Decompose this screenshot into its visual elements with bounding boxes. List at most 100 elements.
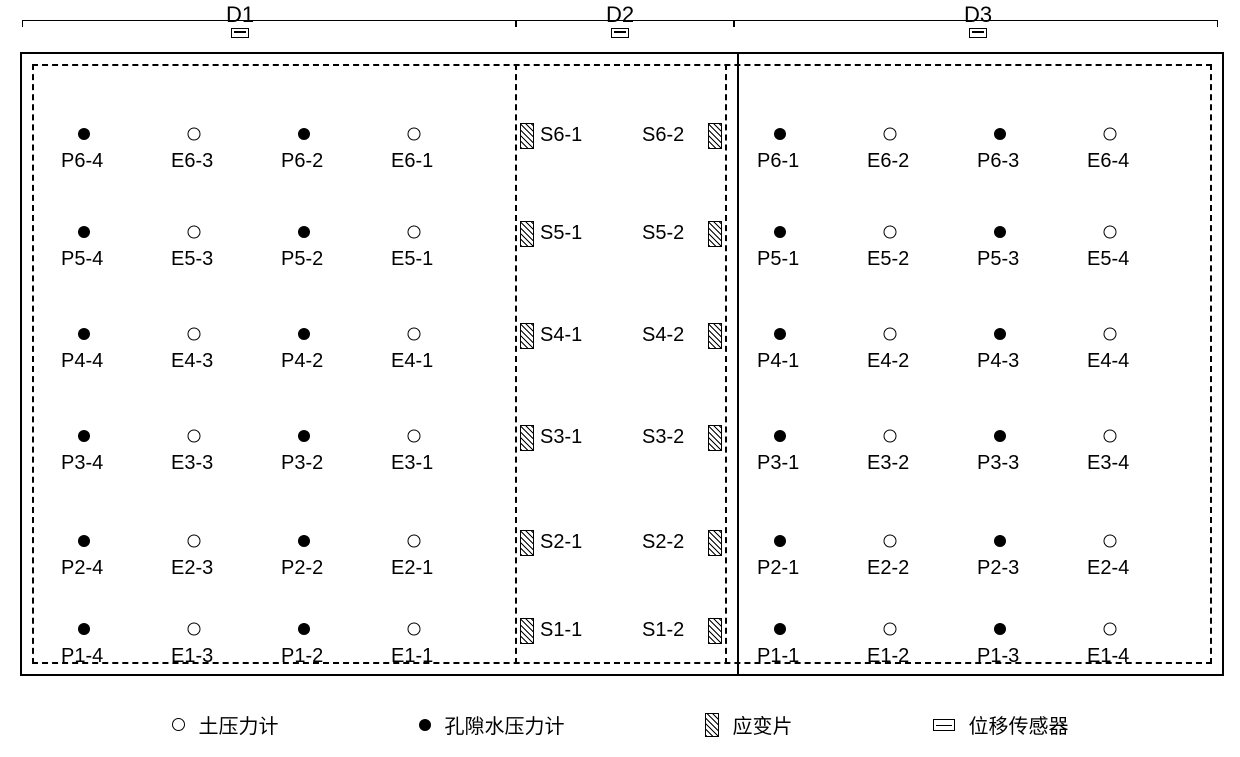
earth-pressure-icon — [188, 430, 201, 443]
earth-pressure-icon — [884, 430, 897, 443]
legend-label: 位移传感器 — [969, 710, 1069, 739]
strain-label: S6-1 — [540, 124, 582, 147]
earth-pressure-icon — [408, 128, 421, 141]
pore-pressure-icon — [994, 226, 1006, 238]
sensor-label: P2-1 — [757, 557, 799, 580]
sensor-label: P6-4 — [61, 150, 103, 173]
strain-gauge-icon — [520, 425, 534, 451]
diagram-root: D1D2D3 P1-4E1-3P1-2E1-1P1-1E1-2P1-3E1-4S… — [0, 0, 1240, 757]
sensor-label: E2-3 — [171, 557, 213, 580]
sensor-label: E6-1 — [391, 150, 433, 173]
earth-pressure-icon — [1104, 535, 1117, 548]
sensor-label: P5-3 — [977, 248, 1019, 271]
sensor-label: E5-3 — [171, 248, 213, 271]
sensor-label: P6-1 — [757, 150, 799, 173]
legend: 土压力计 孔隙水压力计 应变片 位移传感器 — [0, 710, 1240, 739]
earth-pressure-icon — [884, 535, 897, 548]
strain-gauge-icon — [708, 123, 722, 149]
legend-item: 应变片 — [705, 710, 793, 739]
sensor-label: P6-3 — [977, 150, 1019, 173]
legend-label: 土压力计 — [199, 710, 279, 739]
earth-pressure-icon — [884, 128, 897, 141]
pore-pressure-icon — [994, 328, 1006, 340]
strain-label: S3-1 — [540, 426, 582, 449]
sensor-label: P1-3 — [977, 645, 1019, 668]
pore-pressure-icon — [774, 226, 786, 238]
pore-pressure-icon — [994, 535, 1006, 547]
sensor-label: E6-4 — [1087, 150, 1129, 173]
strain-label: S6-2 — [642, 124, 684, 147]
pore-pressure-icon — [298, 430, 310, 442]
strain-label: S4-2 — [642, 324, 684, 347]
top-bracket — [22, 20, 517, 27]
displacement-label: D3 — [964, 2, 992, 28]
sensor-label: P3-4 — [61, 452, 103, 475]
earth-pressure-icon — [408, 226, 421, 239]
sensor-label: P4-4 — [61, 350, 103, 373]
legend-icon — [172, 718, 185, 731]
displacement-label: D2 — [606, 2, 634, 28]
sensor-label: E2-2 — [867, 557, 909, 580]
earth-pressure-icon — [1104, 226, 1117, 239]
sensor-label: P4-1 — [757, 350, 799, 373]
strain-gauge-icon — [708, 425, 722, 451]
strain-gauge-icon — [520, 123, 534, 149]
sensor-label: E1-2 — [867, 645, 909, 668]
pore-pressure-icon — [78, 328, 90, 340]
pore-pressure-icon — [298, 623, 310, 635]
sensor-label: E3-1 — [391, 452, 433, 475]
strain-gauge-icon — [708, 221, 722, 247]
pore-pressure-icon — [78, 226, 90, 238]
displacement-sensor-icon — [611, 28, 629, 38]
pore-pressure-icon — [774, 430, 786, 442]
strain-label: S5-1 — [540, 222, 582, 245]
main-box: P1-4E1-3P1-2E1-1P1-1E1-2P1-3E1-4S1-1S1-2… — [20, 52, 1224, 676]
sensor-label: E5-2 — [867, 248, 909, 271]
sensor-label: P1-2 — [281, 645, 323, 668]
earth-pressure-icon — [408, 430, 421, 443]
legend-label: 孔隙水压力计 — [445, 710, 565, 739]
pore-pressure-icon — [774, 535, 786, 547]
displacement-sensor-icon — [231, 28, 249, 38]
sensor-label: E1-1 — [391, 645, 433, 668]
sensor-label: E2-1 — [391, 557, 433, 580]
legend-label: 应变片 — [733, 710, 793, 739]
pore-pressure-icon — [298, 226, 310, 238]
strain-label: S3-2 — [642, 426, 684, 449]
pore-pressure-icon — [994, 623, 1006, 635]
sensor-label: E1-3 — [171, 645, 213, 668]
pore-pressure-icon — [298, 535, 310, 547]
sensor-label: P3-1 — [757, 452, 799, 475]
strain-gauge-icon — [520, 323, 534, 349]
strain-label: S4-1 — [540, 324, 582, 347]
sensor-label: E4-3 — [171, 350, 213, 373]
strain-label: S2-2 — [642, 531, 684, 554]
strain-gauge-icon — [708, 323, 722, 349]
earth-pressure-icon — [188, 328, 201, 341]
sensor-label: P4-2 — [281, 350, 323, 373]
sensor-label: P2-3 — [977, 557, 1019, 580]
earth-pressure-icon — [188, 535, 201, 548]
mid-strip — [515, 64, 727, 664]
pore-pressure-icon — [994, 430, 1006, 442]
pore-pressure-icon — [774, 128, 786, 140]
strain-gauge-icon — [520, 221, 534, 247]
pore-pressure-icon — [774, 328, 786, 340]
top-labels-area: D1D2D3 — [0, 12, 1240, 47]
sensor-label: P1-1 — [757, 645, 799, 668]
earth-pressure-icon — [1104, 623, 1117, 636]
sensor-label: E3-2 — [867, 452, 909, 475]
sensor-label: E4-2 — [867, 350, 909, 373]
strain-gauge-icon — [520, 618, 534, 644]
sensor-label: P3-2 — [281, 452, 323, 475]
displacement-label: D1 — [226, 2, 254, 28]
sensor-label: E4-1 — [391, 350, 433, 373]
displacement-sensor-icon — [969, 28, 987, 38]
legend-icon — [419, 719, 431, 731]
earth-pressure-icon — [1104, 430, 1117, 443]
sensor-label: P5-1 — [757, 248, 799, 271]
sensor-label: P2-4 — [61, 557, 103, 580]
sensor-label: E1-4 — [1087, 645, 1129, 668]
strain-gauge-icon — [520, 530, 534, 556]
earth-pressure-icon — [1104, 328, 1117, 341]
